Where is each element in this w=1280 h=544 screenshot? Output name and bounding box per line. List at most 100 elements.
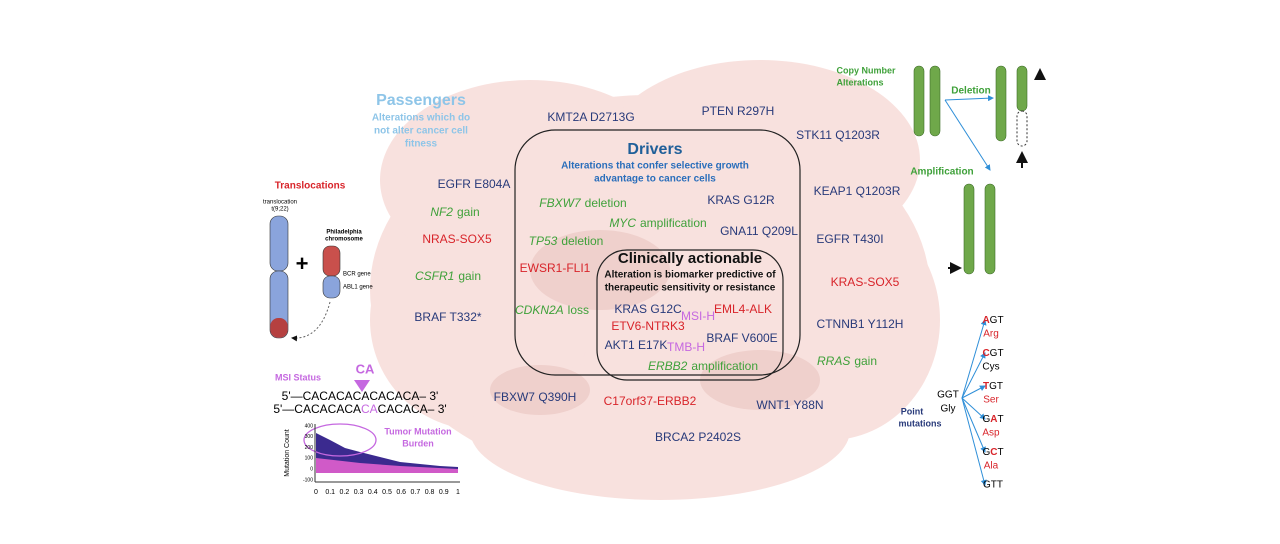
alteration: MYC amplification <box>609 216 706 230</box>
alteration: EWSR1-FLI1 <box>520 261 591 275</box>
gene: RRAS <box>817 354 850 368</box>
gene: ERBB2 <box>648 359 688 373</box>
sequence: 5'—CACACACACACACA– 3' <box>282 389 439 403</box>
x-tick-label: 0.8 <box>425 489 435 496</box>
title: mutations <box>898 418 941 428</box>
y-tick-label: -100 <box>303 477 313 483</box>
arrow <box>961 397 986 420</box>
title: MSI Status <box>275 372 321 382</box>
arrow <box>961 352 986 399</box>
alteration: BRAF V600E <box>706 331 777 345</box>
title: Point <box>901 406 924 416</box>
gene: CDKN2A <box>515 303 564 317</box>
change: gain <box>458 269 481 283</box>
arrow <box>354 380 370 392</box>
change: loss <box>568 303 589 317</box>
title: Alterations <box>836 77 883 87</box>
change: amplification <box>691 359 758 373</box>
point-mutations: Point mutations GGT Gly AGTArgCGTCysTGTS… <box>898 315 1003 491</box>
amino-acid: Asp <box>982 428 1000 439</box>
amino-acid: Gly <box>941 404 956 415</box>
msi: MSI Status CA 5'—CACACACACACACA– 3' 5'—C… <box>273 361 460 495</box>
alteration: CTNNB1 Y112H <box>817 317 904 331</box>
alteration: EGFR E804A <box>438 177 511 191</box>
drivers-box <box>514 129 801 376</box>
subtitle: fitness <box>405 139 438 150</box>
seq-insert: CA <box>361 402 378 416</box>
x-tick-label: 0.4 <box>368 489 378 496</box>
gene: TP53 <box>529 234 558 248</box>
label: chromosome <box>325 237 363 243</box>
alteration: GNA11 Q209L <box>720 224 798 238</box>
title: Clinically actionable <box>618 250 762 267</box>
changed-base: A <box>990 414 997 425</box>
base: G <box>982 414 990 425</box>
cell-cloud <box>370 60 940 500</box>
arrow <box>291 301 331 342</box>
title: Translocations <box>275 181 346 192</box>
x-tick-label: 0.3 <box>354 489 364 496</box>
codon: GCT <box>982 447 1003 458</box>
tmb-label: Burden <box>402 438 434 448</box>
alteration: BRCA2 P2402S <box>655 430 741 444</box>
title: Drivers <box>627 141 682 158</box>
base: GT <box>990 348 1004 359</box>
base: T <box>997 414 1003 425</box>
alteration: KRAS G12C <box>614 302 682 316</box>
subtitle: Alterations that confer selective growth <box>561 161 749 172</box>
alteration: KRAS-SOX5 <box>831 275 900 289</box>
subtitle: therapeutic sensitivity or resistance <box>605 283 776 294</box>
y-tick-label: 0 <box>310 467 313 473</box>
changed-base: A <box>982 315 989 326</box>
label: Philadelphia <box>326 230 362 236</box>
alteration: RRAS gain <box>817 354 877 368</box>
alteration: AKT1 E17K <box>605 338 668 352</box>
chromosome <box>322 275 341 299</box>
change: gain <box>854 354 877 368</box>
amino-acid: Cys <box>982 362 999 373</box>
alteration: FBXW7 Q390H <box>494 390 577 404</box>
subtitle: not alter cancer cell <box>374 126 468 137</box>
deletion: Deletion <box>951 86 990 97</box>
subtitle: Alterations which do <box>372 113 470 124</box>
alteration: TP53 deletion <box>529 234 604 248</box>
changed-base: C <box>990 447 997 458</box>
alteration: FBXW7 deletion <box>539 196 626 210</box>
change: deletion <box>561 234 603 248</box>
chromosome-band <box>270 318 288 338</box>
seq: CACACA– 3' <box>378 402 447 416</box>
gene: FBXW7 <box>539 196 582 210</box>
alteration: KRAS G12R <box>707 193 775 207</box>
base: GT <box>989 381 1003 392</box>
base: G <box>982 447 990 458</box>
y-label: Mutation Count <box>284 429 291 477</box>
arrow <box>961 397 986 453</box>
translocations: Translocations translocation t(9;22) + P… <box>263 181 373 342</box>
x-tick-label: 0.7 <box>411 489 421 496</box>
alteration: KEAP1 Q1203R <box>814 184 901 198</box>
alteration: ETV6-NTRK3 <box>611 319 685 333</box>
arrow <box>961 319 987 399</box>
x-tick-label: 0.6 <box>396 489 406 496</box>
seq: 5'—CACACACA <box>273 402 361 416</box>
title: Copy Number <box>836 65 896 75</box>
alteration: PTEN R297H <box>702 104 775 118</box>
amino-acid: Ser <box>983 395 999 406</box>
label: translocation <box>263 200 297 206</box>
x-tick-label: 1 <box>456 489 460 496</box>
gene: NF2 <box>430 205 453 219</box>
passengers: Passengers Alterations which do not alte… <box>372 92 904 444</box>
x-tick-label: 0.5 <box>382 489 392 496</box>
y-tick-label: 300 <box>305 434 314 440</box>
title: Passengers <box>376 92 466 109</box>
amplification: Amplification <box>910 167 973 178</box>
copy-number: Copy Number Alterations Deletion Amplifi… <box>836 65 1046 275</box>
alteration: NRAS-SOX5 <box>422 232 492 246</box>
alteration: KMT2A D2713G <box>547 110 634 124</box>
alteration: NF2 gain <box>430 205 479 219</box>
label: ABL1 gene <box>343 285 373 291</box>
change: amplification <box>640 216 707 230</box>
x-tick-label: 0.2 <box>340 489 350 496</box>
y-tick-label: 100 <box>305 456 314 462</box>
